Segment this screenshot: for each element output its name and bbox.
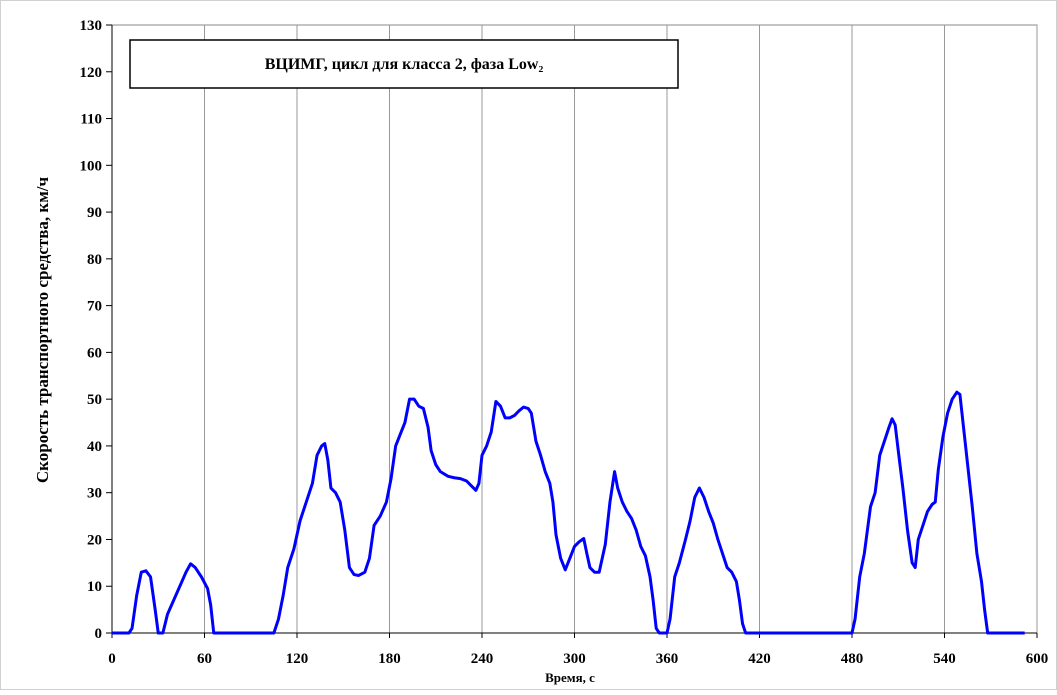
y-tick-label: 110 — [80, 112, 102, 128]
y-tick-label: 20 — [87, 532, 102, 548]
y-tick-label: 100 — [80, 158, 103, 174]
x-tick-label: 120 — [286, 651, 309, 667]
x-tick-label: 60 — [197, 651, 212, 667]
x-tick-label: 540 — [933, 651, 956, 667]
y-axis-label: Скорость транспортного средства, км/ч — [33, 176, 52, 483]
x-tick-label: 0 — [108, 651, 116, 667]
title-box — [129, 39, 679, 89]
y-tick-label: 50 — [87, 392, 102, 408]
y-tick-label: 60 — [87, 345, 102, 361]
x-tick-label: 480 — [841, 651, 864, 667]
y-tick-label: 80 — [87, 252, 102, 268]
chart-title: ВЦИМГ, цикл для класса 2, фаза Low₂ — [265, 56, 544, 73]
x-tick-label: 240 — [471, 651, 494, 667]
y-tick-label: 0 — [95, 626, 103, 642]
y-tick-label: 70 — [87, 299, 102, 315]
y-tick-label: 10 — [87, 579, 102, 595]
y-tick-label: 130 — [80, 18, 103, 34]
x-tick-label: 600 — [1026, 651, 1049, 667]
x-tick-label: 300 — [563, 651, 586, 667]
data-line — [112, 390, 1025, 635]
y-tick-label: 30 — [87, 486, 102, 502]
x-tick-label: 360 — [656, 651, 679, 667]
x-tick-label: 420 — [748, 651, 771, 667]
x-tick-label: 180 — [378, 651, 401, 667]
y-tick-label: 90 — [87, 205, 102, 221]
x-axis-label: Время, с — [545, 670, 595, 685]
y-tick-label: 40 — [87, 439, 102, 455]
y-tick-label: 120 — [80, 65, 103, 81]
